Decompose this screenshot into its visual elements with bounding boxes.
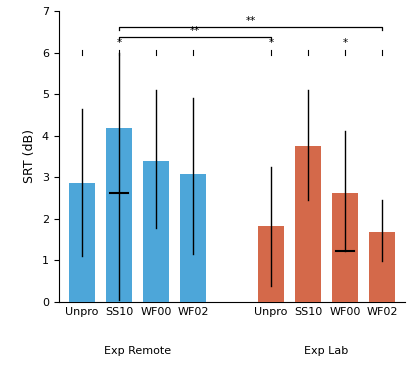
Text: *: *: [342, 38, 348, 47]
Text: *: *: [268, 38, 273, 47]
Text: Exp Remote: Exp Remote: [104, 346, 171, 356]
Text: Exp Lab: Exp Lab: [304, 346, 349, 356]
Text: *: *: [116, 38, 122, 47]
Text: **: **: [190, 25, 200, 36]
Bar: [106, 128, 132, 302]
Bar: [143, 160, 169, 302]
Bar: [369, 231, 395, 302]
Bar: [258, 226, 284, 302]
Bar: [295, 146, 321, 302]
Bar: [332, 192, 358, 302]
Bar: [69, 183, 95, 302]
Bar: [180, 174, 206, 302]
Y-axis label: SRT (dB): SRT (dB): [23, 130, 36, 183]
Text: **: **: [245, 15, 256, 26]
